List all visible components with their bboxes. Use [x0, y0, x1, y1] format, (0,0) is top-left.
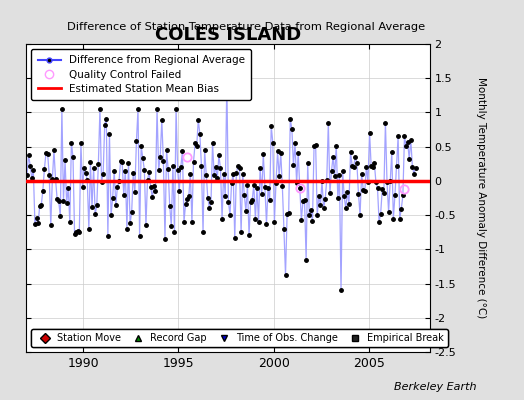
Text: Difference of Station Temperature Data from Regional Average: Difference of Station Temperature Data f… [67, 22, 425, 32]
Legend: Station Move, Record Gap, Time of Obs. Change, Empirical Break: Station Move, Record Gap, Time of Obs. C… [31, 329, 448, 347]
Text: Berkeley Earth: Berkeley Earth [395, 382, 477, 392]
Y-axis label: Monthly Temperature Anomaly Difference (°C): Monthly Temperature Anomaly Difference (… [476, 77, 486, 319]
Title: COLES ISLAND: COLES ISLAND [155, 26, 301, 44]
